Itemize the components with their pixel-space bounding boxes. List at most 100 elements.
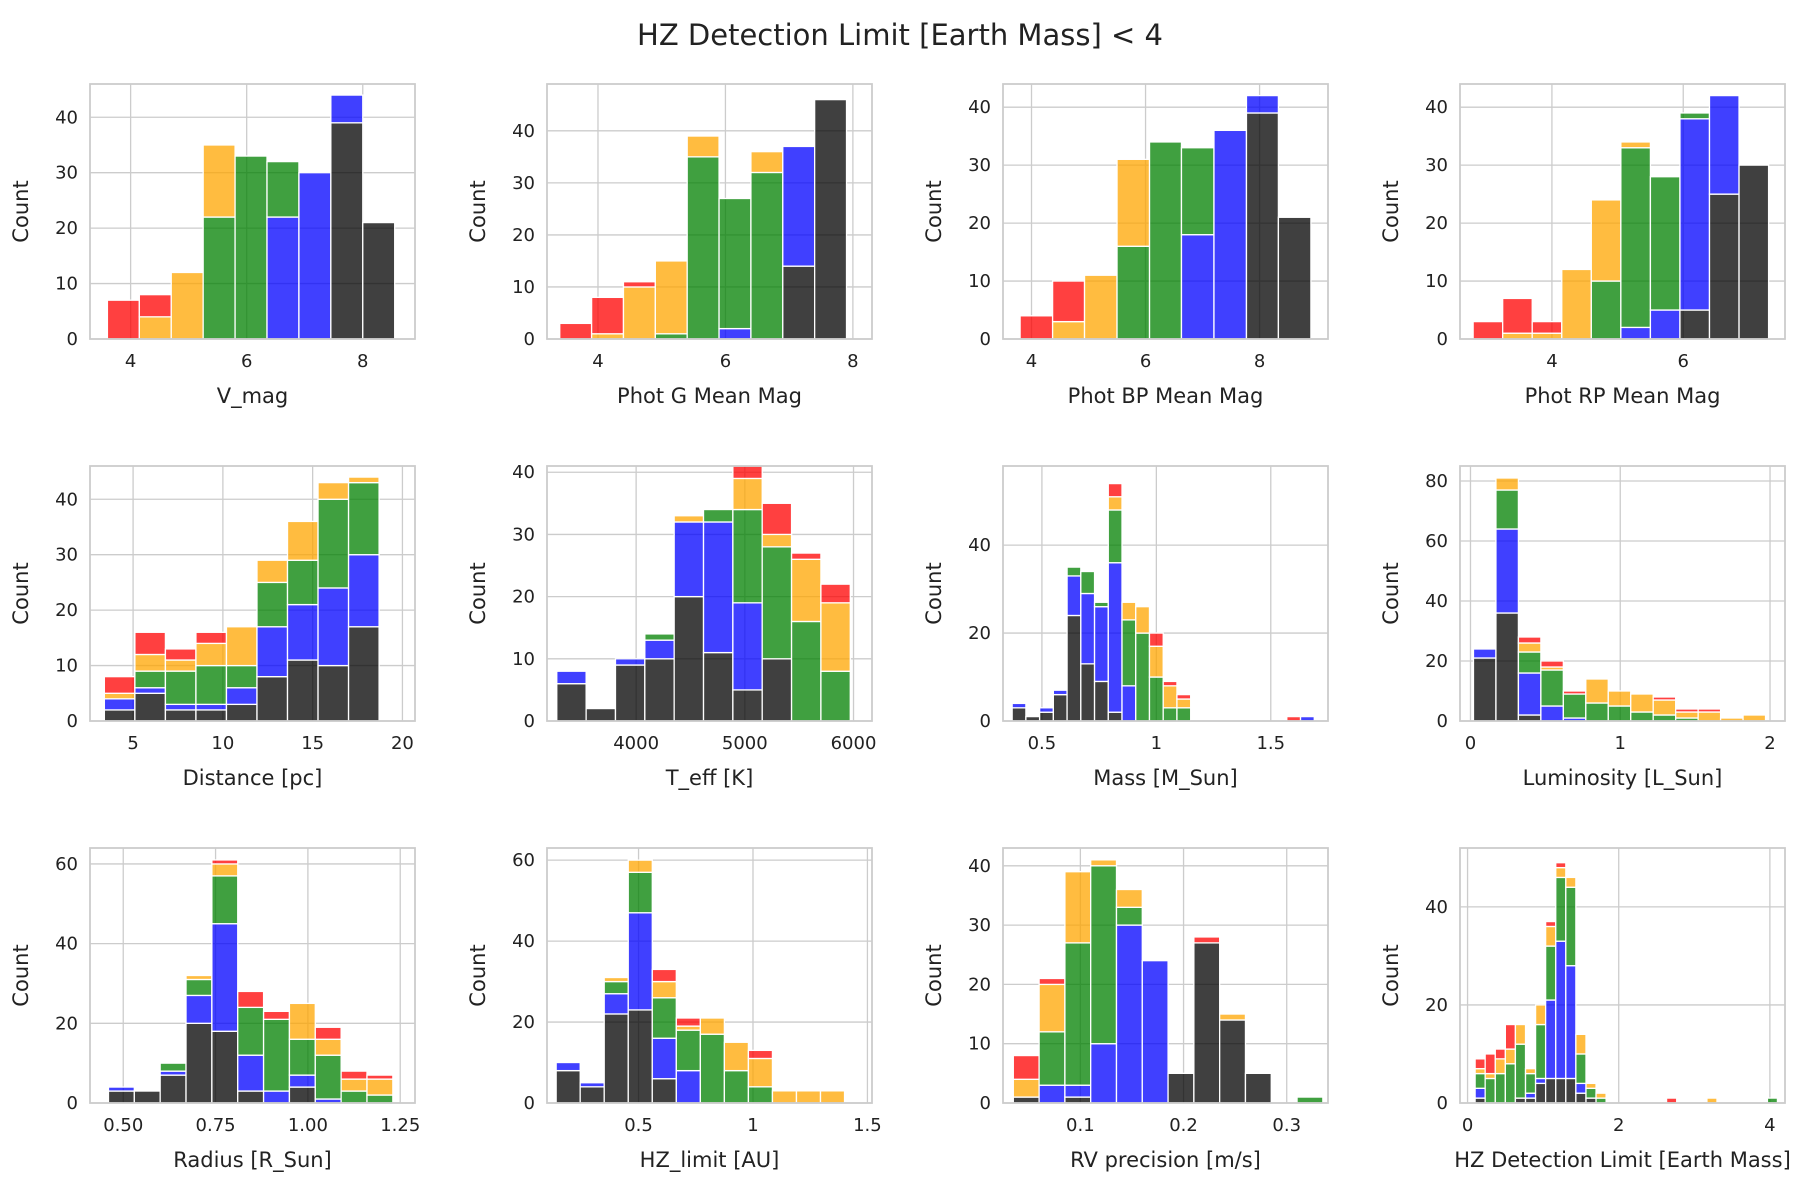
histogram-bar-black [1534,1082,1547,1104]
histogram-bar-red [747,1049,774,1060]
figure-title: HZ Detection Limit [Earth Mass] < 4 [637,18,1163,52]
histogram-bar-red [590,296,625,335]
histogram-bar-orange [1107,496,1123,511]
x-tick-label: 8 [1254,351,1265,372]
histogram-bar-green [164,670,197,706]
histogram-bar-green [1565,886,1577,967]
y-tick-label: 20 [968,623,991,644]
histogram-bar-blue [1080,592,1096,665]
histogram-bar-black [1093,680,1109,722]
x-tick-label: 1.25 [380,1115,420,1136]
histogram-bar-orange [1176,698,1192,709]
histogram-bar-black [585,707,617,722]
x-tick-label: 0.1 [1066,1115,1095,1136]
histogram-bar-orange [225,626,258,667]
histogram-bar-red [1555,862,1567,869]
axes-frame [1002,847,1329,1104]
histogram-bar-orange [699,1017,726,1035]
y-tick-label: 20 [968,213,991,234]
histogram-bar-green [1064,942,1092,1086]
histogram-bar-blue [1038,1084,1066,1104]
histogram-bar-orange [170,271,204,340]
x-tick-label: 0 [1465,733,1476,754]
histogram-bar-blue [1052,689,1068,696]
x-axis-label: T_eff [K] [665,766,754,791]
histogram-bar-orange [1494,1058,1506,1075]
histogram-bar-blue [1093,606,1109,683]
histogram-panel: 4 6 8 0 10 20 30 40 Phot G Mean Mag Count [466,83,873,408]
histogram-bar-orange [314,1038,342,1056]
histogram-bar-orange [1697,711,1722,722]
histogram-bar-green [234,155,268,340]
histogram-bar-green [195,664,228,706]
histogram-bar-orange [1474,1068,1486,1075]
histogram-bar-red [1675,708,1699,713]
y-tick-label: 20 [1425,995,1448,1016]
y-tick-label: 30 [55,545,78,566]
y-axis-label: Count [922,180,946,242]
histogram-bar-black [1080,663,1096,722]
axes-frame [546,847,873,1104]
histogram-bar-black [1038,711,1055,722]
histogram-bar-green [1080,570,1096,595]
histogram-bar-blue [262,1090,291,1104]
histogram-bar-blue [103,698,136,711]
histogram-bar-green [286,559,319,606]
histogram-bar-black [286,659,319,722]
histogram-bar-green [1107,509,1123,564]
y-tick-label: 30 [968,915,991,936]
y-tick-label: 40 [968,856,991,877]
histogram-bar-blue [1517,672,1542,716]
histogram-bar-black [133,1090,161,1104]
x-tick-label: 8 [847,351,858,372]
y-axis-label: Count [9,562,33,624]
axes-frame [1002,83,1329,340]
y-axis-label: Count [9,944,33,1006]
histogram-bar-orange [1534,1004,1547,1026]
histogram-bar-green [1093,601,1109,608]
histogram-bar-red [1019,315,1054,340]
histogram-bar-red [1012,1054,1040,1080]
histogram-bar-green [1679,112,1711,120]
x-axis-label: Phot G Mean Mag [617,384,802,408]
x-tick-label: 0.75 [196,1115,236,1136]
histogram-bar-blue [1534,1077,1547,1085]
histogram-bar-orange [256,559,289,584]
histogram-bar-blue [1544,999,1557,1080]
histogram-bar-green [1148,676,1164,722]
histogram-bar-green [702,508,734,523]
y-tick-label: 0 [980,329,991,350]
x-axis-label: V_mag [217,384,289,409]
y-tick-label: 20 [512,587,535,608]
histogram-bar-black [317,664,350,722]
histogram-bar-orange [340,1078,368,1092]
histogram-bar-orange [795,1090,822,1104]
histogram-bar-green [340,1090,368,1104]
histogram-bar-blue [107,1086,135,1092]
histogram-bar-blue [266,216,300,340]
histogram-bar-green [1524,1072,1537,1094]
histogram-bar-blue [317,587,350,667]
y-tick-label: 0 [980,1093,991,1114]
x-tick-label: 15 [301,733,324,754]
y-tick-label: 10 [55,656,78,677]
histogram-bar-green [366,1094,394,1104]
histogram-bar-black [1277,216,1312,340]
y-tick-label: 0 [1437,711,1448,732]
histogram-bar-black [782,265,816,340]
x-axis-label: Radius [R_Sun] [173,1148,332,1173]
histogram-bar-green [651,997,677,1039]
histogram-bars [1012,859,1324,1104]
x-axis-label: HZ_limit [AU] [640,1148,780,1173]
histogram-bar-blue [1708,94,1740,195]
histogram-bar-orange [1517,642,1542,653]
histogram-bar-black [1167,1072,1195,1104]
x-tick-label: 4 [1026,351,1037,372]
y-tick-label: 20 [1425,213,1448,234]
histogram-bar-green [1495,489,1520,530]
y-tick-label: 40 [1425,97,1448,118]
histogram-bars [559,98,848,340]
histogram-bar-orange [1083,274,1118,340]
